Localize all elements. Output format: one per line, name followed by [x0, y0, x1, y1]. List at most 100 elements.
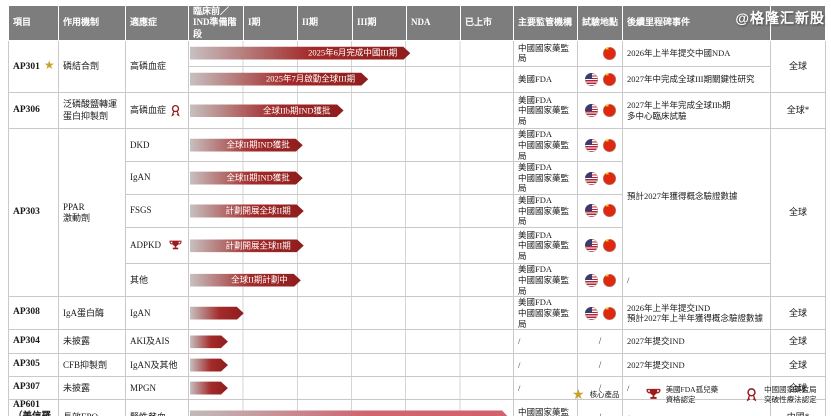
trial-sites-cell [577, 296, 623, 331]
project-cell: AP303 [8, 128, 59, 298]
legend-fda-orphan: 美國FDA孤兒藥 資格認定 [646, 385, 719, 405]
phase-bar: 2025年7月啟動全球III期 [190, 73, 368, 86]
mechanism-cell: 磷結合劑 [58, 39, 126, 93]
regulator-cell: / [513, 376, 578, 401]
project-cell: AP306 [8, 91, 59, 130]
gantt-cell: 計劃開展全球II期 [188, 226, 514, 265]
mechanism-cell: 未披露 [58, 329, 126, 355]
trial-sites-cell: / [577, 329, 623, 355]
us-flag-icon [585, 239, 598, 253]
regulator-cell: 美國FDA 中國國家藥監局 [513, 263, 578, 298]
mechanism-cell: PPAR 激動劑 [58, 128, 126, 298]
regulator-cell: 美國FDA 中國國家藥監局 [513, 194, 578, 228]
indication-cell: 其他 [125, 263, 189, 298]
orphan-drug-trophy-icon [646, 389, 661, 400]
regulator-cell: / [513, 353, 578, 378]
trial-sites-cell [577, 91, 623, 130]
table-row-ap301-china: AP301 ★ 磷結合劑 高磷血症 2025年6月完成中國III期 中國國家藥監局… [8, 39, 826, 93]
gantt-cell [188, 329, 514, 355]
mechanism-cell: 未披露 [58, 376, 126, 401]
milestone-cell: / [622, 376, 771, 401]
indication-cell: IgAN [125, 161, 189, 195]
phase-bar [190, 359, 228, 372]
trial-sites-cell [577, 65, 623, 93]
core-product-star-icon: ★ [43, 58, 55, 73]
table-row-ap303-fsgs: FSGS 計劃開展全球II期 美國FDA 中國國家藥監局 [9, 194, 826, 228]
china-flag-icon [603, 273, 616, 287]
col-regulator: 主要監管機構 [513, 5, 578, 41]
mechanism-cell: 泛磷酸鹽轉運 蛋白抑製劑 [58, 91, 126, 130]
milestone-cell: 2027年提交IND [622, 329, 771, 355]
mechanism-cell: 長效EPO [58, 399, 126, 416]
col-project: 項目 [8, 5, 59, 41]
table-row-ap304: AP304 未披露 AKI及AIS / / 2027年提交IND 全球 [8, 329, 826, 355]
us-flag-icon [585, 273, 598, 287]
legend-label: 中國國家藥監局 突破性療法認定 [764, 385, 817, 404]
orphan-drug-trophy-icon [169, 240, 182, 250]
legend-label: 美國FDA孤兒藥 資格認定 [665, 385, 719, 404]
table-row-ap301-global: 2025年7月啟動全球III期 美國FDA 2027年中完成全球III期關鍵性研… [9, 65, 826, 93]
us-flag-icon [585, 104, 598, 117]
trial-sites-cell [577, 263, 623, 298]
china-flag-icon [603, 204, 616, 218]
milestone-cell: 2027年提交IND [622, 353, 771, 378]
indication-cell: 高磷血症 [125, 39, 189, 93]
phase-bar: 計劃開展全球II期 [190, 239, 304, 252]
trial-sites-cell [577, 128, 623, 163]
col-preclinical: 臨床前／ IND準備階段 [188, 5, 244, 41]
china-flag-icon [603, 72, 616, 86]
watermark: @格隆汇新股 [735, 10, 825, 26]
indication-cell: FSGS [125, 194, 189, 228]
phase-bar [190, 382, 228, 395]
table-row-ap303-other: 其他 全球II期計劃中 美國FDA 中國國家藥監局 / [9, 263, 826, 298]
table-row-ap303-adpkd: ADPKD 計劃開展全球II期 美國FDA 中國國家藥監局 [9, 226, 826, 265]
indication-label: ADPKD [130, 240, 162, 250]
table-row-ap308: AP308 IgA蛋白酶 IgAN 美國FDA 中國國家藥監局 2026年上半年… [8, 296, 826, 331]
us-flag-icon [585, 72, 598, 86]
gantt-cell [188, 376, 514, 401]
phase-bar [190, 307, 244, 320]
us-flag-icon [585, 171, 598, 185]
project-cell: AP307 [8, 376, 59, 401]
region-cell: 全球 [770, 353, 826, 378]
col-milestones: 後續里程碑事件 [622, 5, 771, 41]
milestone-cell: 2026年上半年提交中國NDA [622, 39, 771, 67]
china-flag-icon [603, 138, 616, 152]
table-row-ap306: AP306 泛磷酸鹽轉運 蛋白抑製劑 高磷血症 全球IIb期IND獲批 美國FD… [8, 91, 826, 130]
legend: ★ 核心產品 美國FDA孤兒藥 資格認定 中國國家藥監局 突破性療法認定 [572, 385, 817, 405]
gantt-cell: 全球II期計劃中 [188, 263, 514, 298]
phase-bar: 計劃開展全球II期 [190, 204, 304, 217]
regulator-cell: 美國FDA [513, 65, 578, 93]
trial-sites-cell [577, 226, 623, 265]
milestone-cell: 預計2027年獲得概念驗證數據 [622, 128, 771, 265]
header-row: 項目 作用機制 適應症 臨床前／ IND準備階段 I期 II期 III期 NDA… [8, 5, 826, 41]
gantt-cell [188, 296, 514, 331]
col-nda: NDA [406, 5, 461, 41]
region-cell: 全球 [770, 296, 826, 331]
table-row-ap307: AP307 未披露 MPGN / / / 全球 [8, 376, 826, 401]
gantt-cell [188, 399, 514, 416]
regulator-cell: 中國國家藥監局 [513, 399, 578, 416]
indication-cell: 高磷血症 [125, 91, 189, 130]
china-flag-icon [603, 104, 616, 117]
milestone-cell: / [622, 263, 771, 298]
phase-bar-marketed [190, 410, 509, 416]
regulator-cell: 美國FDA 中國國家藥監局 [513, 161, 578, 195]
regulator-cell: 美國FDA 中國國家藥監局 [513, 91, 578, 130]
china-flag-icon [603, 306, 616, 320]
china-flag-icon [603, 46, 616, 60]
phase-bar [190, 335, 228, 348]
indication-cell: 腎性貧血 [125, 399, 189, 416]
region-cell: 全球* [770, 91, 826, 130]
table-row-ap305: AP305 CFB抑製劑 IgAN及其他 / / 2027年提交IND 全球 [8, 353, 826, 378]
regulator-cell: / [513, 329, 578, 355]
phase-bar: 全球IIb期IND獲批 [190, 104, 344, 117]
legend-core-product: ★ 核心產品 [572, 387, 620, 403]
col-marketed: 已上市 [460, 5, 514, 41]
pipeline-table: 項目 作用機制 適應症 臨床前／ IND準備階段 I期 II期 III期 NDA… [8, 5, 826, 416]
us-flag-icon [585, 138, 598, 152]
col-trial-sites: 試驗地點 [577, 5, 623, 41]
project-cell: AP304 [8, 329, 59, 355]
project-cell: AP305 [8, 353, 59, 378]
col-phase1: I期 [243, 5, 298, 41]
